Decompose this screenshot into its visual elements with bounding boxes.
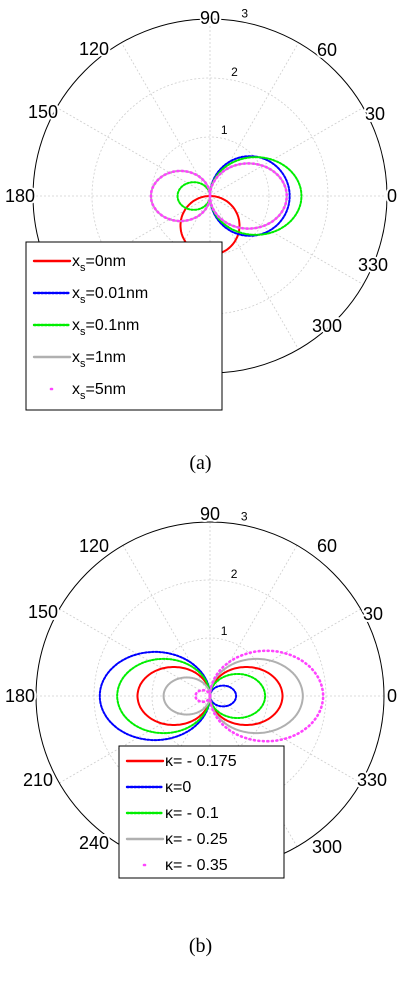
radial-tick-label: 1 xyxy=(221,624,228,638)
angle-tick-label: 330 xyxy=(358,255,388,275)
angle-tick-label: 30 xyxy=(365,104,385,124)
series-lobe xyxy=(209,684,238,708)
angle-tick-label: 60 xyxy=(317,40,337,60)
legend-entry-label: xs=0nm xyxy=(72,253,126,274)
polar-plot-a: 1230306090120150180270300330xs=0nmxs=0.0… xyxy=(3,6,399,411)
angle-tick-label: 120 xyxy=(79,536,109,556)
angle-tick-label: 300 xyxy=(312,837,342,857)
radial-tick-label: 3 xyxy=(241,7,248,21)
angle-tick-label: 60 xyxy=(317,536,337,556)
angle-tick-label: 210 xyxy=(23,770,53,790)
angle-tick-label: 330 xyxy=(357,770,387,790)
series-lobe xyxy=(208,649,325,743)
grid-spoke xyxy=(59,608,211,697)
angle-tick-label: 90 xyxy=(200,504,220,524)
legend-entry-label: κ= - 0.25 xyxy=(165,831,228,848)
series-2-curve xyxy=(98,650,238,742)
series-lobe xyxy=(208,162,288,230)
angle-tick-label: 300 xyxy=(312,316,342,336)
radial-tick-label: 2 xyxy=(231,65,238,79)
grid-spoke xyxy=(121,42,211,197)
legend: xs=0nm xs=0.01nm xs=0.1nm xs=1nm xs=5nm xyxy=(25,241,223,411)
legend-entry-label: κ= - 0.1 xyxy=(165,805,219,822)
grid-ring xyxy=(93,579,327,813)
grid-spoke xyxy=(209,545,298,697)
grid-spoke xyxy=(209,695,361,784)
grid-spoke xyxy=(56,107,211,197)
legend-entry-label: xs=5nm xyxy=(72,381,126,402)
angle-tick-label: 150 xyxy=(28,602,58,622)
angle-tick-label: 0 xyxy=(387,686,397,706)
legend-entry-label: κ=0 xyxy=(165,779,191,796)
series-lobe xyxy=(209,155,291,237)
series-5-curve xyxy=(194,649,325,743)
series-lobe xyxy=(116,657,211,735)
series-lobe xyxy=(162,676,211,716)
legend-entry-label: xs=1nm xyxy=(72,349,126,370)
series-lobe xyxy=(194,688,212,704)
series-4-curve xyxy=(162,657,304,735)
radial-tick-label: 2 xyxy=(231,567,238,581)
series-3-curve xyxy=(176,156,303,236)
series-lobe xyxy=(209,666,284,726)
angle-tick-label: 30 xyxy=(363,604,383,624)
angle-tick-label: 0 xyxy=(387,186,397,206)
angle-tick-label: 90 xyxy=(200,8,220,28)
series-lobe xyxy=(136,666,211,726)
series-lobe xyxy=(209,673,267,719)
angle-tick-label: 120 xyxy=(79,39,109,59)
angle-tick-label: 180 xyxy=(5,686,35,706)
grid-spoke xyxy=(209,42,299,197)
angle-tick-label: 180 xyxy=(5,186,35,206)
series-3-curve xyxy=(116,657,267,735)
series-2-curve xyxy=(209,155,291,237)
grid-spoke xyxy=(59,695,211,784)
legend-entry-label: xs=0.1nm xyxy=(72,317,139,338)
series-lobe xyxy=(209,156,303,236)
legend-entry-label: κ= - 0.175 xyxy=(165,753,237,770)
series-lobe xyxy=(149,169,212,223)
series-lobe xyxy=(176,181,211,211)
radial-tick-label: 1 xyxy=(221,123,228,137)
angle-tick-label: 150 xyxy=(28,102,58,122)
grid-ring xyxy=(151,637,269,755)
angle-tick-label: 240 xyxy=(79,833,109,853)
caption-a: (a) xyxy=(189,452,212,474)
legend: κ= - 0.175 κ=0 κ= - 0.1 κ= - 0.25 κ= - 0.35 xyxy=(118,745,285,879)
caption-b: (b) xyxy=(188,935,213,957)
radial-tick-label: 3 xyxy=(241,510,248,524)
grid-spoke xyxy=(209,195,299,350)
series-5-curve xyxy=(149,162,288,230)
grid-spoke xyxy=(122,545,211,697)
grid-spoke xyxy=(209,107,364,197)
legend-entry-label: xs=0.01nm xyxy=(72,285,148,306)
series-lobe xyxy=(209,657,304,735)
legend-entry-label: κ= - 0.35 xyxy=(165,857,228,874)
series-lobe xyxy=(98,650,211,742)
series-1-curve xyxy=(136,666,284,726)
grid-spoke xyxy=(209,608,361,697)
